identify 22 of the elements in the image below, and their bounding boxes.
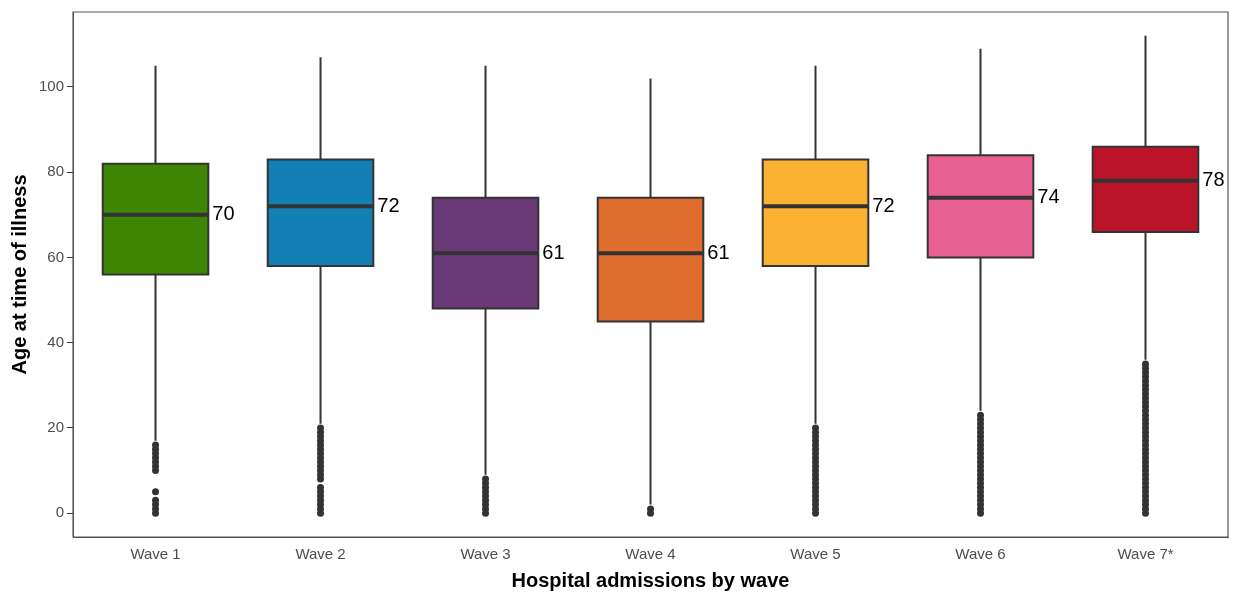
x-tick-label: Wave 5	[790, 545, 841, 563]
annotation: 72	[872, 193, 895, 216]
x-axis-title: Hospital admissions by wave	[511, 568, 790, 591]
x-tick-label: Wave 3	[460, 545, 511, 563]
x-tick-label: Wave 2	[295, 545, 346, 563]
y-tick-label: 100	[39, 77, 65, 95]
annotation: 78	[1202, 168, 1225, 191]
y-tick-label: 80	[47, 162, 65, 180]
y-tick-label: 40	[47, 332, 65, 350]
x-tick-label: Wave 1	[130, 545, 181, 563]
x-tick-label: Wave 7*	[1117, 545, 1174, 563]
annotation: 61	[542, 240, 565, 263]
annotation: 70	[212, 202, 235, 225]
annotation: 61	[707, 240, 730, 263]
y-tick-label: 20	[47, 418, 65, 436]
y-axis-title: Age at time of illness	[7, 174, 30, 375]
x-tick-label: Wave 6	[955, 545, 1006, 563]
annotation: 72	[377, 193, 400, 216]
x-tick-label: Wave 4	[625, 545, 676, 563]
annotation: 74	[1037, 185, 1060, 208]
y-tick-label: 60	[47, 247, 65, 265]
y-tick-label: 0	[55, 503, 65, 521]
